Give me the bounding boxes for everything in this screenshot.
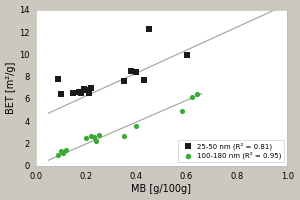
Point	[86, 92, 91, 95]
Point	[91, 135, 96, 138]
Point	[129, 69, 134, 73]
Point	[84, 88, 88, 92]
Point	[84, 136, 88, 139]
Point	[189, 95, 194, 98]
Point	[81, 87, 86, 90]
Legend: 25-50 nm (R² = 0.81), 100-180 nm (R² = 0.95): 25-50 nm (R² = 0.81), 100-180 nm (R² = 0…	[178, 140, 284, 162]
Point	[56, 77, 61, 80]
Point	[79, 92, 83, 95]
Point	[134, 71, 139, 74]
Point	[94, 140, 98, 143]
Point	[272, 5, 277, 8]
Y-axis label: BET [m²/g]: BET [m²/g]	[6, 62, 16, 114]
Point	[96, 133, 101, 136]
Point	[64, 149, 68, 152]
Point	[142, 78, 146, 82]
Point	[58, 150, 63, 153]
Point	[179, 110, 184, 113]
X-axis label: MB [g/100g]: MB [g/100g]	[131, 184, 191, 194]
Point	[71, 92, 76, 95]
Point	[56, 153, 61, 156]
Point	[122, 79, 126, 83]
Point	[146, 27, 151, 30]
Point	[184, 54, 189, 57]
Point	[58, 93, 63, 96]
Point	[89, 86, 94, 89]
Point	[134, 124, 139, 127]
Point	[89, 134, 94, 137]
Point	[61, 152, 66, 155]
Point	[194, 93, 199, 96]
Point	[122, 134, 126, 137]
Point	[76, 91, 81, 94]
